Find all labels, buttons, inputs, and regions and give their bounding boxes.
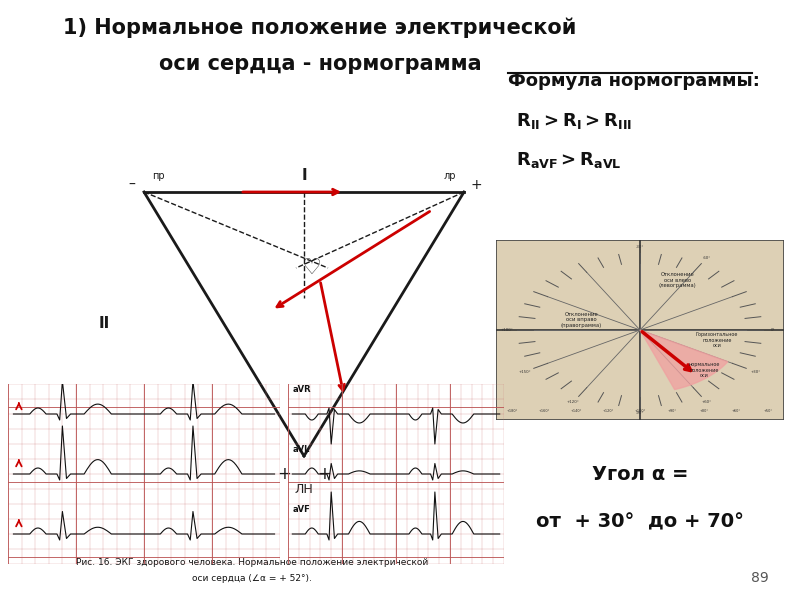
Text: пр: пр (152, 171, 165, 181)
Text: II: II (98, 317, 110, 331)
Text: 89: 89 (751, 571, 769, 585)
Text: +150°: +150° (518, 370, 531, 374)
Text: +160°: +160° (538, 409, 550, 413)
Text: -90°: -90° (636, 412, 644, 415)
Text: Угол α =: Угол α = (592, 464, 688, 484)
Text: III: III (495, 317, 513, 331)
Text: 0°: 0° (771, 328, 775, 332)
Text: +180°: +180° (506, 409, 518, 413)
Polygon shape (640, 330, 728, 389)
Text: нормальное
положение
оси: нормальное положение оси (688, 362, 720, 379)
Text: +140°: +140° (570, 409, 582, 413)
Text: Отклонение
оси вправо
(правограмма): Отклонение оси вправо (правограмма) (561, 312, 602, 328)
Text: Рис. 16. ЭКГ здорового человека. Нормальное положение электрической: Рис. 16. ЭКГ здорового человека. Нормаль… (76, 558, 428, 567)
Text: +60°: +60° (702, 400, 712, 404)
Text: оси сердца (∠α = + 52°).: оси сердца (∠α = + 52°). (192, 574, 312, 583)
Text: -60°: -60° (702, 256, 710, 260)
Text: aVL: aVL (292, 445, 310, 454)
Text: +: + (317, 465, 331, 483)
Text: I: I (301, 168, 307, 183)
Text: +30°: +30° (750, 370, 761, 374)
Text: aVR: aVR (292, 385, 311, 394)
Text: +80°: +80° (699, 409, 709, 413)
Text: $\mathbf{R_{II}}$$\mathbf{>R_{I}>R_{III}}$: $\mathbf{R_{II}}$$\mathbf{>R_{I}>R_{III}… (516, 111, 632, 131)
Text: +50°: +50° (763, 409, 773, 413)
Text: –: – (129, 178, 135, 192)
Text: -30°: -30° (636, 245, 644, 248)
Text: ♡: ♡ (302, 258, 322, 278)
Text: 1) Нормальное положение электрической: 1) Нормальное положение электрической (63, 18, 577, 38)
Text: оси сердца - нормограмма: оси сердца - нормограмма (158, 54, 482, 74)
Text: Формула нормограммы:: Формула нормограммы: (508, 72, 760, 90)
Text: $\mathbf{R_{aVF}}$$\mathbf{>R_{aVL}}$: $\mathbf{R_{aVF}}$$\mathbf{>R_{aVL}}$ (516, 150, 622, 170)
Text: ЛН: ЛН (294, 483, 314, 496)
Text: +90°: +90° (667, 409, 677, 413)
Text: aVF: aVF (292, 505, 310, 514)
Text: от  + 30°  до + 70°: от + 30° до + 70° (536, 512, 744, 532)
Text: +: + (277, 465, 291, 483)
Text: +100°: +100° (634, 409, 646, 413)
Text: +: + (470, 178, 482, 192)
Text: +120°: +120° (567, 400, 580, 404)
Text: Горизонтальное
положение
оси: Горизонтальное положение оси (696, 332, 738, 348)
Text: лр: лр (443, 171, 456, 181)
Text: +180°: +180° (500, 328, 513, 332)
Text: +60°: +60° (731, 409, 741, 413)
Text: +120°: +120° (602, 409, 614, 413)
Text: Отклонение
оси влево
(левограмма): Отклонение оси влево (левограмма) (658, 272, 696, 289)
